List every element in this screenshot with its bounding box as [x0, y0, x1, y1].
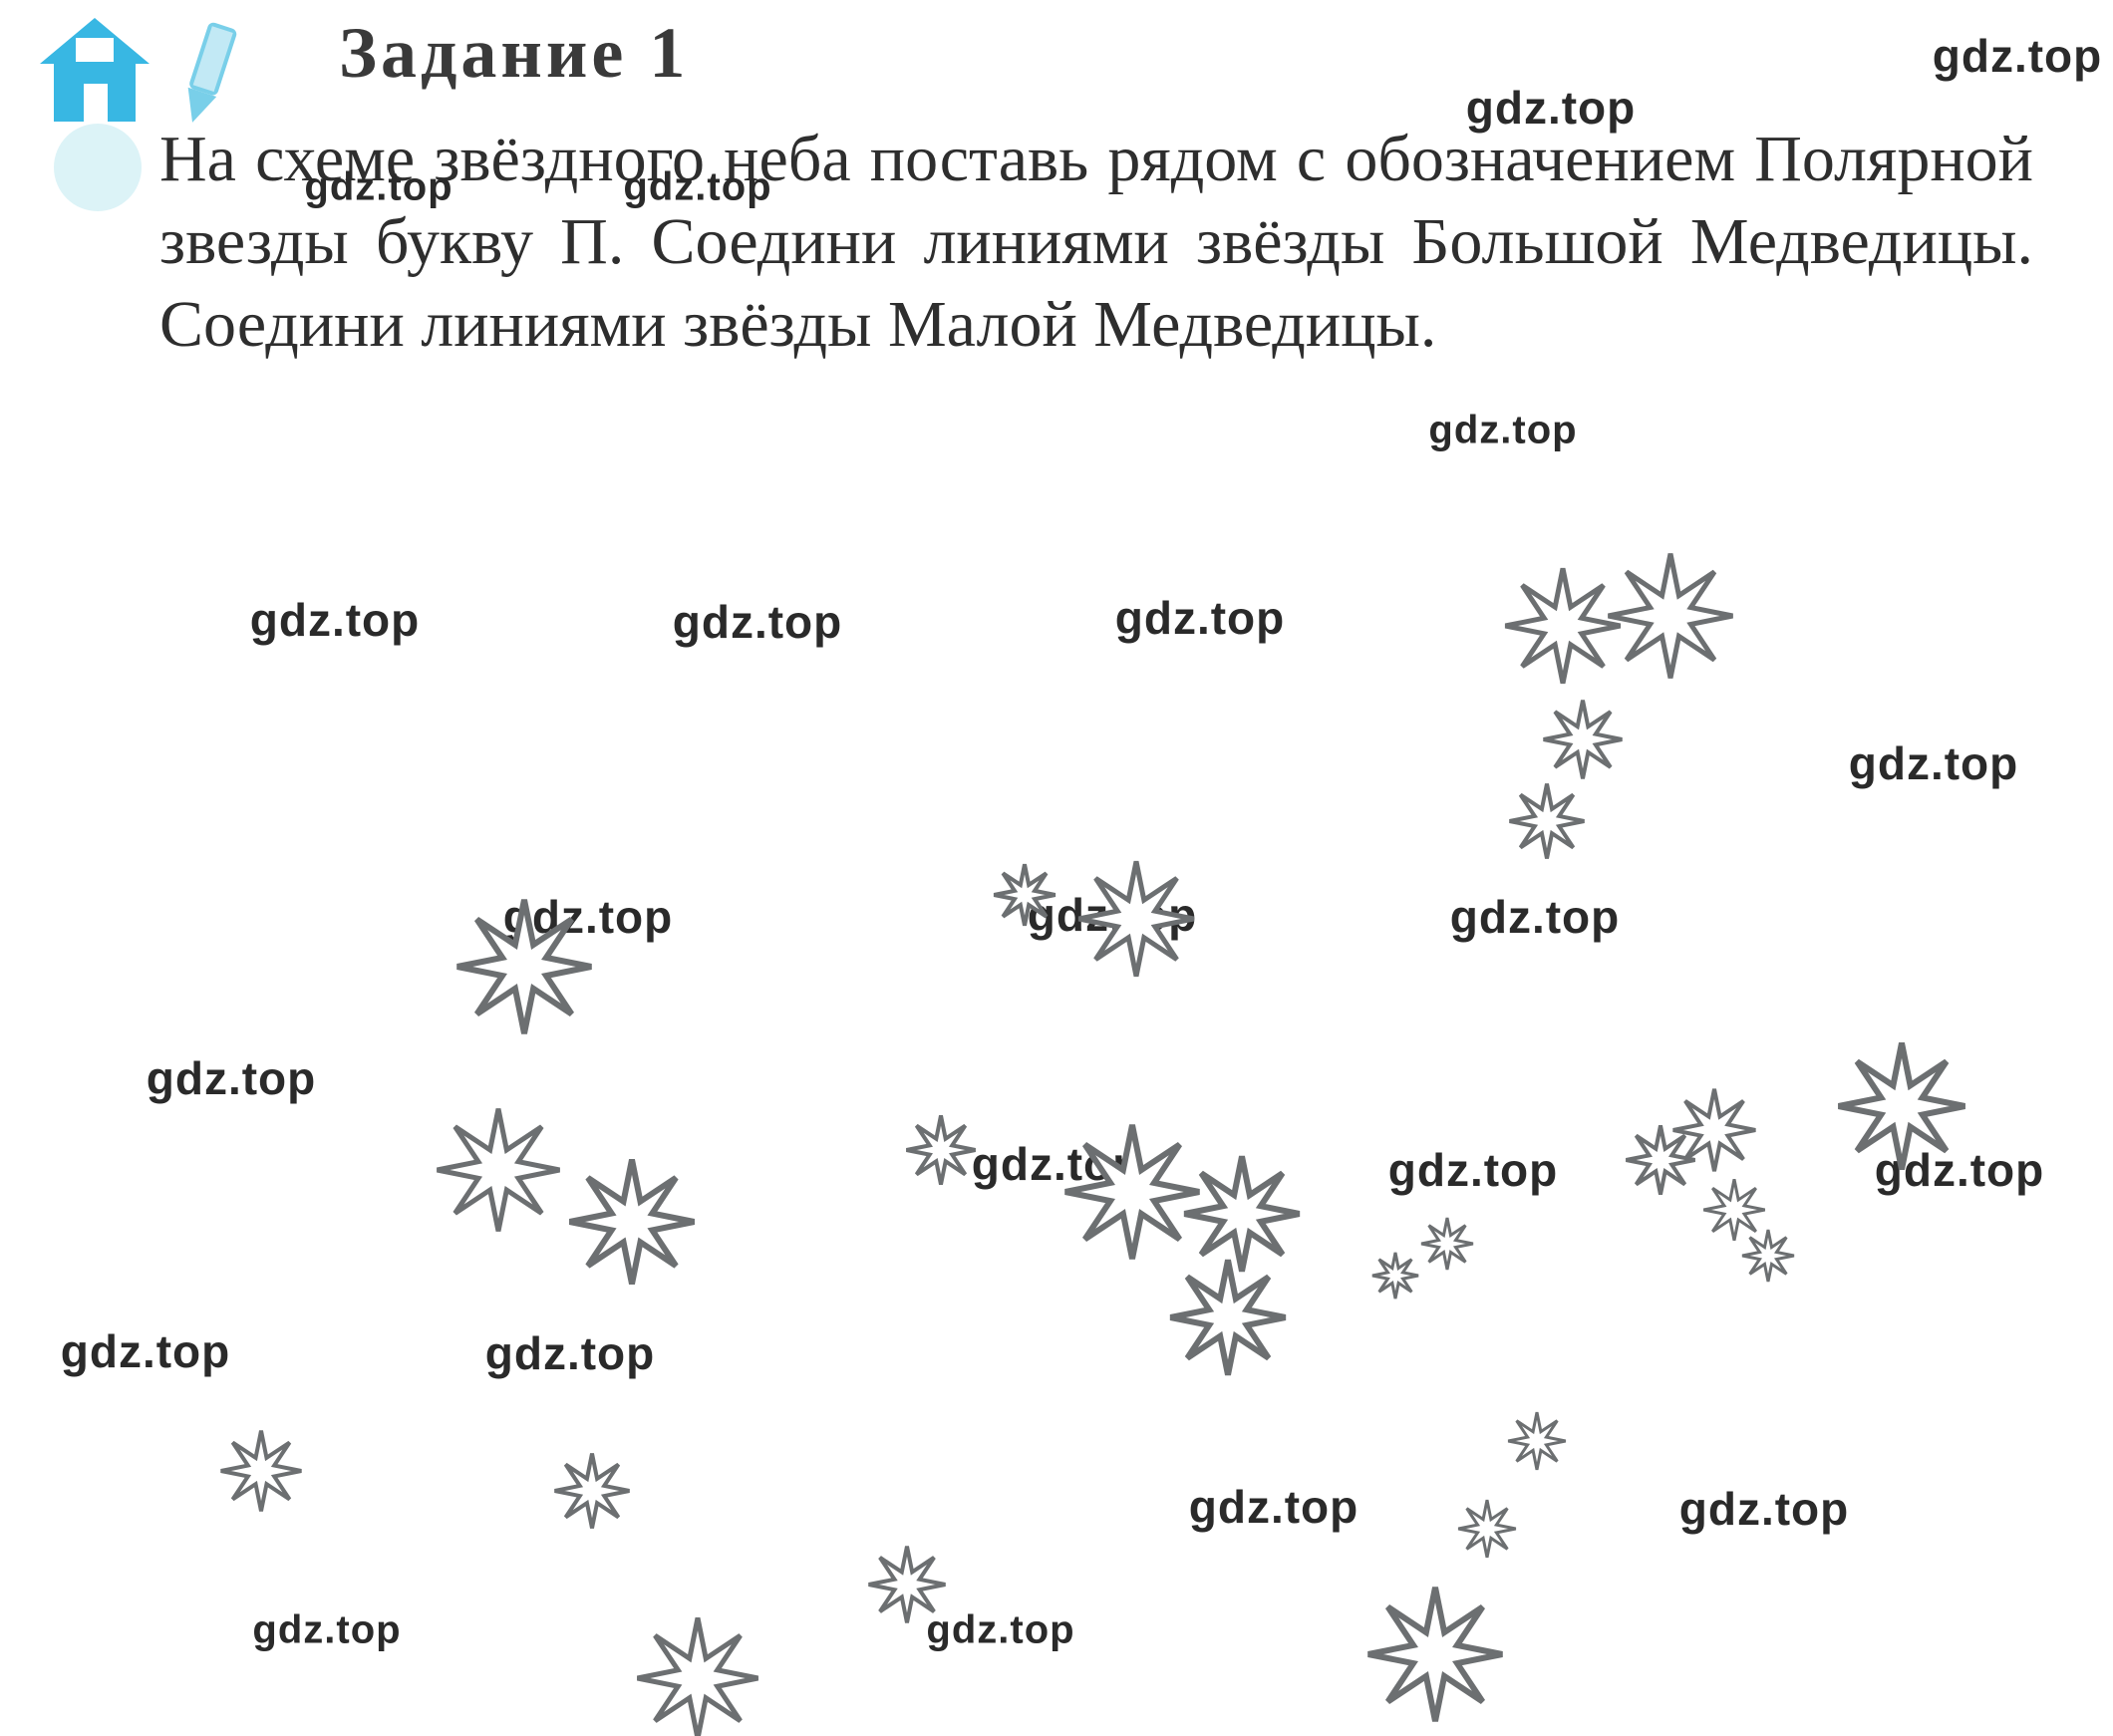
star-icon: [1062, 1122, 1202, 1262]
bullet-dot: [54, 124, 142, 211]
star-icon: [1508, 782, 1586, 860]
watermark-text: gdz.top: [1428, 409, 1577, 453]
star-icon: [1542, 699, 1624, 780]
star-icon: [219, 1429, 303, 1513]
star-icon: [1457, 1499, 1517, 1559]
star-icon: [553, 1452, 631, 1530]
star-icon: [1365, 1585, 1505, 1724]
star-sky-diagram: [60, 478, 2053, 1694]
star-icon: [1503, 566, 1623, 686]
star-icon: [867, 1545, 947, 1624]
star-icon: [1671, 1087, 1757, 1173]
star-icon: [1606, 551, 1735, 681]
task-body-text: На схеме звёздного неба поставь рядом с …: [159, 118, 2033, 366]
star-icon: [1507, 1411, 1567, 1471]
star-icon: [1420, 1217, 1474, 1271]
star-icon: [567, 1157, 697, 1287]
heading-block: Задание 1: [339, 12, 689, 95]
star-icon: [1371, 1252, 1419, 1300]
star-icon: [635, 1615, 760, 1736]
star-icon: [454, 897, 594, 1036]
star-icon: [1168, 1258, 1288, 1377]
star-icon: [1182, 1154, 1302, 1274]
star-icon: [1076, 859, 1196, 979]
house-icon: [36, 18, 153, 131]
task-heading: Задание 1: [339, 12, 689, 95]
star-icon: [993, 863, 1056, 927]
star-icon: [1836, 1040, 1967, 1172]
watermark-text: gdz.top: [1933, 29, 2103, 83]
star-icon: [905, 1114, 977, 1186]
star-icon: [1741, 1229, 1795, 1283]
star-icon: [435, 1106, 562, 1234]
